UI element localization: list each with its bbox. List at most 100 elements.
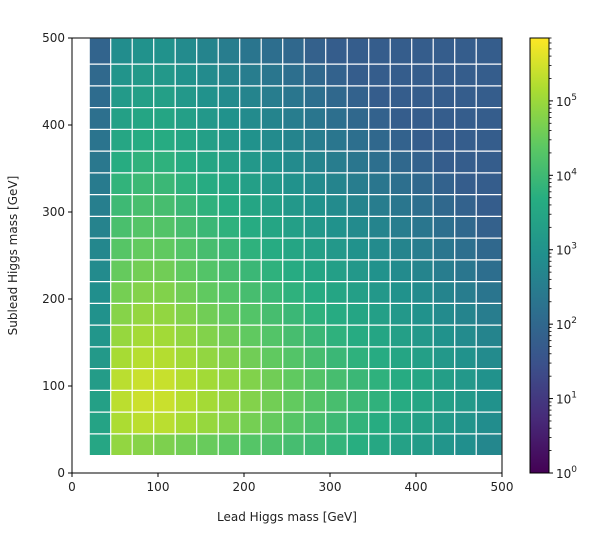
heatmap-cell (368, 194, 391, 217)
heatmap-cell (153, 85, 176, 108)
heatmap-cell (89, 172, 111, 195)
heatmap-cell (304, 38, 326, 65)
heatmap-cell (476, 390, 502, 413)
x-axis-title: Lead Higgs mass [GeV] (217, 510, 357, 524)
heatmap-cell (390, 433, 412, 456)
heatmap-cell (347, 433, 369, 456)
heatmap-cell (390, 346, 412, 369)
heatmap-cell (454, 172, 477, 195)
heatmap-cell (110, 390, 133, 413)
heatmap-cell (196, 129, 219, 152)
heatmap-cell (411, 194, 434, 217)
heatmap-cell (110, 433, 133, 456)
heatmap-cell (476, 129, 502, 152)
heatmap-cell (218, 259, 240, 282)
heatmap-cell (433, 194, 455, 217)
heatmap-cell (454, 412, 477, 434)
heatmap-cell (304, 259, 326, 282)
heatmap-cell (304, 325, 326, 347)
heatmap-cell (325, 85, 348, 108)
heatmap-cell (89, 368, 111, 391)
heatmap-cell (325, 303, 348, 326)
heatmap-cell (282, 194, 305, 217)
heatmap-cell (89, 129, 111, 152)
heatmap-cell (132, 390, 154, 413)
heatmap-cell (347, 151, 369, 173)
heatmap-cell (153, 194, 176, 217)
heatmap-cell (110, 238, 133, 260)
heatmap-cell (110, 85, 133, 108)
heatmap-cell (153, 325, 176, 347)
heatmap-cell (368, 325, 391, 347)
heatmap-cell (454, 194, 477, 217)
heatmap-cell (433, 107, 455, 130)
heatmap-cell (261, 325, 283, 347)
colorbar-tick-label: 101 (556, 391, 577, 407)
heatmap-cell (433, 259, 455, 282)
heatmap-cell (347, 172, 369, 195)
heatmap-cell (218, 433, 240, 456)
heatmap-cell (282, 129, 305, 152)
heatmap-cell (218, 129, 240, 152)
heatmap-cell (368, 238, 391, 260)
heatmap-cell (304, 390, 326, 413)
heatmap-cell (347, 238, 369, 260)
heatmap-cell (390, 38, 412, 65)
x-tick-label: 300 (319, 480, 342, 494)
heatmap-cell (196, 281, 219, 304)
heatmap-cell (433, 346, 455, 369)
heatmap-cell (390, 129, 412, 152)
y-axis-title: Sublead Higgs mass [GeV] (6, 176, 20, 336)
heatmap-cell (239, 368, 262, 391)
heatmap-cell (476, 38, 502, 65)
heatmap-cell (433, 303, 455, 326)
heatmap-cell (153, 151, 176, 173)
heatmap-cell (175, 433, 197, 456)
heatmap-cell (239, 303, 262, 326)
heatmap-cell (261, 38, 283, 65)
heatmap-cell (304, 303, 326, 326)
heatmap-cell (110, 368, 133, 391)
heatmap-cell (433, 172, 455, 195)
heatmap-cell (153, 64, 176, 86)
heatmap-cell (132, 107, 154, 130)
heatmap-cell (347, 85, 369, 108)
heatmap-cell (390, 303, 412, 326)
heatmap-cell (89, 107, 111, 130)
heatmap-cell (132, 412, 154, 434)
heatmap-cell (239, 281, 262, 304)
heatmap-cell (132, 172, 154, 195)
heatmap-cell (153, 238, 176, 260)
heatmap-cell (347, 194, 369, 217)
heatmap-cell (153, 38, 176, 65)
heatmap-cell (390, 107, 412, 130)
heatmap-cell (110, 346, 133, 369)
heatmap-cell (411, 433, 434, 456)
heatmap-cell (390, 325, 412, 347)
heatmap-cell (304, 194, 326, 217)
heatmap-cell (153, 172, 176, 195)
heatmap-cell (89, 281, 111, 304)
heatmap-cell (390, 64, 412, 86)
heatmap-cell (368, 281, 391, 304)
heatmap-cell (196, 172, 219, 195)
heatmap-cell (304, 412, 326, 434)
heatmap-cell (347, 412, 369, 434)
colorbar (529, 37, 550, 474)
heatmap-cell (261, 85, 283, 108)
heatmap-cell (411, 172, 434, 195)
heatmap-cell (347, 368, 369, 391)
heatmap-cell (239, 194, 262, 217)
heatmap-cell (239, 151, 262, 173)
heatmap-cell (132, 238, 154, 260)
heatmap-cell (110, 129, 133, 152)
heatmap-cell (433, 216, 455, 239)
heatmap-cell (153, 281, 176, 304)
heatmap-cell (89, 259, 111, 282)
heatmap-cell (368, 303, 391, 326)
heatmap-cell (261, 107, 283, 130)
heatmap-cell (218, 412, 240, 434)
heatmap-cell (476, 85, 502, 108)
heatmap-cell (282, 38, 305, 65)
